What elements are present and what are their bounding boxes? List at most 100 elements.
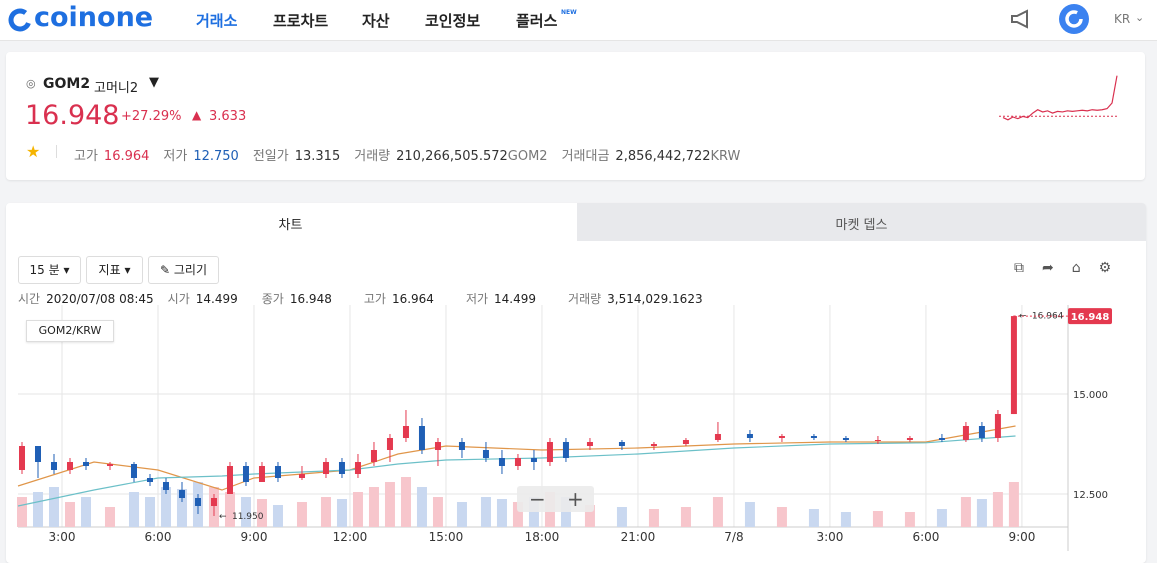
volume-bar: [648, 509, 659, 527]
stat-label: 거래량: [354, 149, 391, 164]
interval-button[interactable]: 15 분 ▾: [18, 256, 81, 284]
candle-body: [106, 464, 113, 466]
volume-bar: [256, 499, 267, 527]
draw-button[interactable]: ✎ 그리기: [148, 256, 219, 284]
sparkline-line: [1002, 75, 1118, 121]
volume-bar: [904, 512, 915, 527]
logo[interactable]: coinone: [34, 2, 154, 33]
volume-bar: [32, 492, 43, 527]
nav-item[interactable]: 플러스: [516, 12, 558, 30]
draw: 그리기: [173, 263, 207, 277]
interval: 15 분: [29, 263, 60, 277]
low-annotation: 11.950: [232, 512, 264, 522]
candle-body: [338, 462, 345, 474]
volume-bar: [936, 509, 947, 527]
tool-icons[interactable]: ⧉➦⌂⚙: [1014, 260, 1130, 276]
stat-value: 2,856,442,722: [615, 149, 711, 164]
candle-body: [498, 458, 505, 466]
candle-body: [562, 442, 569, 458]
nav-item[interactable]: 자산: [362, 12, 390, 30]
volume-bar: [400, 477, 411, 527]
ohlc-label: 고가: [363, 292, 386, 306]
x-tick-label: 6:00: [145, 530, 172, 544]
change: 3.633: [209, 109, 247, 124]
notice-icon[interactable]: [1009, 8, 1033, 30]
lang[interactable]: KR: [1114, 12, 1131, 26]
candle-body: [130, 464, 137, 478]
candle-body: [618, 442, 625, 446]
new-badge: NEW: [561, 9, 577, 16]
candle-body: [682, 440, 689, 444]
zoom-out[interactable]: −: [529, 487, 546, 511]
logo-icon: [8, 8, 32, 32]
ohlc-value: 3,514,029.1623: [607, 292, 703, 306]
coin-icon: ◎: [26, 77, 36, 90]
candle-body: [298, 474, 305, 478]
candle-body: [530, 458, 537, 462]
stat-label: 거래대금: [561, 149, 610, 164]
ohlc-label: 시가: [167, 292, 190, 306]
x-tick-label: 15:00: [429, 530, 464, 544]
candle-body: [370, 450, 377, 462]
volume-bar: [528, 497, 539, 527]
favorite-star[interactable]: ★: [26, 142, 41, 161]
candle-body: [178, 490, 185, 498]
candle-body: [778, 436, 785, 438]
legend: GOM2/KRW: [26, 320, 114, 342]
volume-bar: [808, 509, 819, 527]
nav-item[interactable]: 거래소: [196, 12, 238, 30]
zoom-controls: − +: [517, 486, 594, 512]
x-tick-label: 7/8: [724, 530, 743, 544]
y-tick-label: 12.500: [1073, 490, 1108, 501]
indicator-button[interactable]: 지표 ▾: [86, 256, 143, 284]
candle-body: [242, 466, 249, 482]
candle-body: [386, 438, 393, 450]
y-tick-label: 15.000: [1073, 390, 1108, 401]
volume-bar: [744, 502, 755, 527]
candle-body: [938, 438, 945, 440]
dropdown[interactable]: ▼: [149, 75, 159, 90]
nav-item[interactable]: 프로차트: [273, 12, 329, 30]
candle-body: [354, 462, 361, 474]
candle-body: [146, 478, 153, 482]
candle-body: [1010, 316, 1017, 415]
volume-bar: [104, 507, 115, 527]
indicator: 지표: [98, 263, 121, 277]
x-tick-label: 9:00: [1008, 530, 1035, 544]
stat-value: 13.315: [294, 149, 341, 164]
stat-value: 12.750: [193, 149, 239, 164]
up-arrow: ▲: [192, 108, 202, 122]
volume-bar: [560, 497, 571, 527]
ohlc-label: 종가: [261, 292, 284, 306]
zoom-in[interactable]: +: [567, 487, 584, 511]
volume-bar: [296, 502, 307, 527]
stat-value: 16.964: [103, 149, 150, 164]
stat-unit: KRW: [710, 149, 741, 164]
volume-bar: [496, 499, 507, 527]
volume-bar: [512, 502, 523, 527]
ohlc-value: 16.964: [391, 292, 434, 306]
ohlc-label: 저가: [465, 292, 489, 306]
tab[interactable]: 차트: [278, 218, 303, 233]
candle-body: [50, 462, 57, 470]
x-tick-label: 6:00: [912, 530, 939, 544]
change-rate: +27.29%: [121, 109, 182, 124]
ohlc-value: 14.499: [195, 292, 238, 306]
x-tick-label: 3:00: [49, 530, 76, 544]
stats: 고가 16.964 저가 12.750 전일가 13.315 거래량 210,266,505.…: [74, 145, 754, 164]
candle-body: [994, 414, 1001, 438]
candle-body: [402, 426, 409, 438]
candle-body: [418, 426, 425, 450]
volume-bar: [320, 497, 331, 527]
volume-bar: [128, 492, 139, 527]
volume-bar: [416, 487, 427, 527]
stat-unit: GOM2: [507, 149, 548, 164]
nav-item[interactable]: 코인정보: [425, 12, 481, 30]
x-tick-label: 12:00: [333, 530, 368, 544]
profile-icon[interactable]: [1058, 3, 1090, 35]
current-price-tag: [1068, 308, 1112, 325]
volume-bar: [352, 492, 363, 527]
annotation-arrow: ←: [219, 512, 227, 522]
candle-body: [874, 440, 881, 441]
tab[interactable]: 마켓 뎁스: [835, 218, 888, 233]
